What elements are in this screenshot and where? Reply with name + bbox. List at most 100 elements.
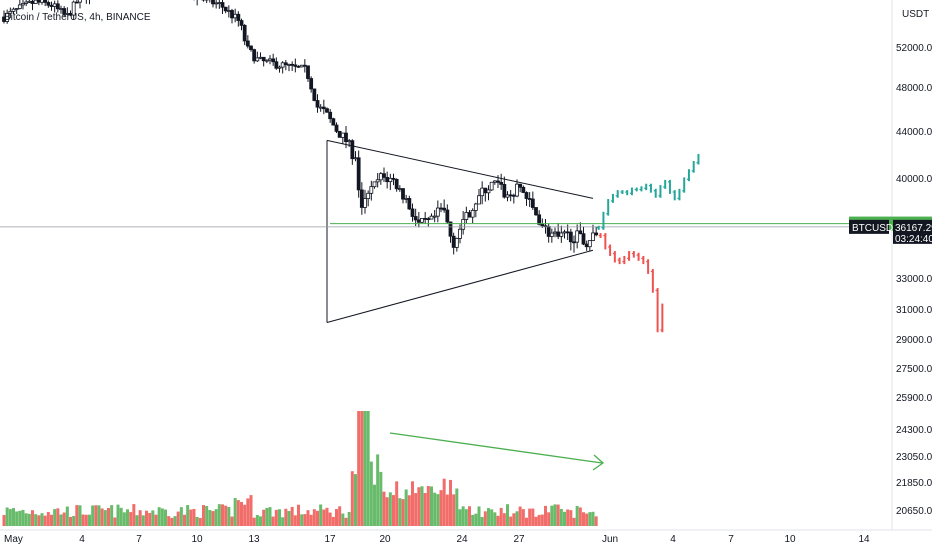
price-tick-label: 40000.00 [896,174,932,185]
candle-down [49,4,54,7]
volume-bar-up [72,515,76,526]
candle-up [318,106,323,109]
volume-bar-down [183,514,186,526]
candle-up [21,3,25,6]
triangle-lower-line [326,249,594,323]
candle-down [36,0,41,3]
candle-down [74,1,79,4]
candle-down [43,0,48,3]
time-tick-label: 4 [79,534,85,545]
volume-bar-down [94,505,98,526]
candle-up [372,181,377,188]
volume-bar-up [214,509,218,526]
volume-bar-down [328,512,332,526]
candle-up [489,181,494,191]
candle-up [562,231,567,234]
candle-down [283,62,288,66]
volume-bar-down [452,494,456,526]
volume-bar-down [148,512,152,526]
volume-bar-up [559,508,563,526]
candle-down [344,132,348,143]
candle-down [581,233,586,245]
volume-bar-down [582,512,585,526]
volume-bar-up [255,515,259,526]
volume-bar-up [300,514,304,526]
candle-up [432,215,437,218]
candle-up [587,240,592,248]
volume-bar-down [189,509,193,526]
volume-bar-up [173,516,177,526]
price-tick-label: 48000.00 [896,83,932,94]
volume-bar-down [423,493,427,526]
candle-up [11,8,16,12]
volume-bar-down [69,516,72,526]
volume-bar-up [461,506,465,526]
volume-bar-down [468,506,471,526]
candle-up [258,56,263,59]
volume-bar-down [426,485,430,526]
candle-down [572,241,576,244]
candle-up [461,219,466,230]
volume-bar-down [240,501,243,526]
candle-up [353,157,358,160]
candle-down [328,111,333,120]
time-tick-label: 10 [191,534,203,545]
volume-bar-down [449,479,452,526]
candle-down [556,231,561,237]
candle-down [242,24,247,42]
price-tick-label: 21850.00 [896,478,932,489]
volume-bar-up [97,505,101,526]
candle-up [363,198,367,208]
candle-up [366,192,371,199]
candle-down [426,218,431,220]
volume-bar-down [56,508,60,526]
volume-bar-down [499,507,503,526]
candle-down [594,232,599,236]
candle-down [568,231,573,243]
candle-up [553,231,557,234]
price-tick-label: 25900.00 [896,393,932,404]
candle-down [407,198,412,210]
candle-up [233,13,238,19]
volume-bar-down [585,513,589,526]
volume-bar-down [284,508,288,526]
volume-bar-down [525,517,528,526]
volume-bar-up [490,509,494,526]
volume-bar-down [350,471,354,526]
candle-up [473,203,478,211]
volume-bar-up [506,504,509,526]
volume-bar-down [544,505,547,526]
candle-up [287,63,291,66]
candle-up [378,173,383,181]
volume-bar-down [569,510,573,526]
currency-label[interactable]: USDT [902,9,929,20]
candle-down [382,173,386,178]
candle-down [467,212,472,218]
volume-bar-up [373,484,376,526]
volume-bar-down [382,491,386,526]
volume-bar-down [411,481,414,526]
price-tick-label: 31000.00 [896,305,932,316]
candle-down [578,230,583,235]
volume-bar-up [59,514,63,526]
countdown-label: 03:24:40 [895,234,932,245]
symbol-tag [849,219,889,234]
volume-bar-down [547,512,551,526]
candle-up [17,4,22,9]
time-tick-label: 7 [728,534,734,545]
candle-down [302,64,307,67]
volume-bar-up [553,504,557,526]
volume-bar-up [12,508,15,526]
volume-bar-up [575,505,579,526]
volume-bar-down [221,504,224,526]
volume-bar-up [195,516,199,526]
volume-bar-up [420,486,424,526]
volume-bar-down [31,510,34,526]
volume-bar-up [141,515,145,526]
candle-up [477,195,481,205]
candle-down [413,216,418,221]
volume-bar-up [110,505,114,526]
volume-bar-up [471,514,475,526]
candle-down [423,218,428,220]
